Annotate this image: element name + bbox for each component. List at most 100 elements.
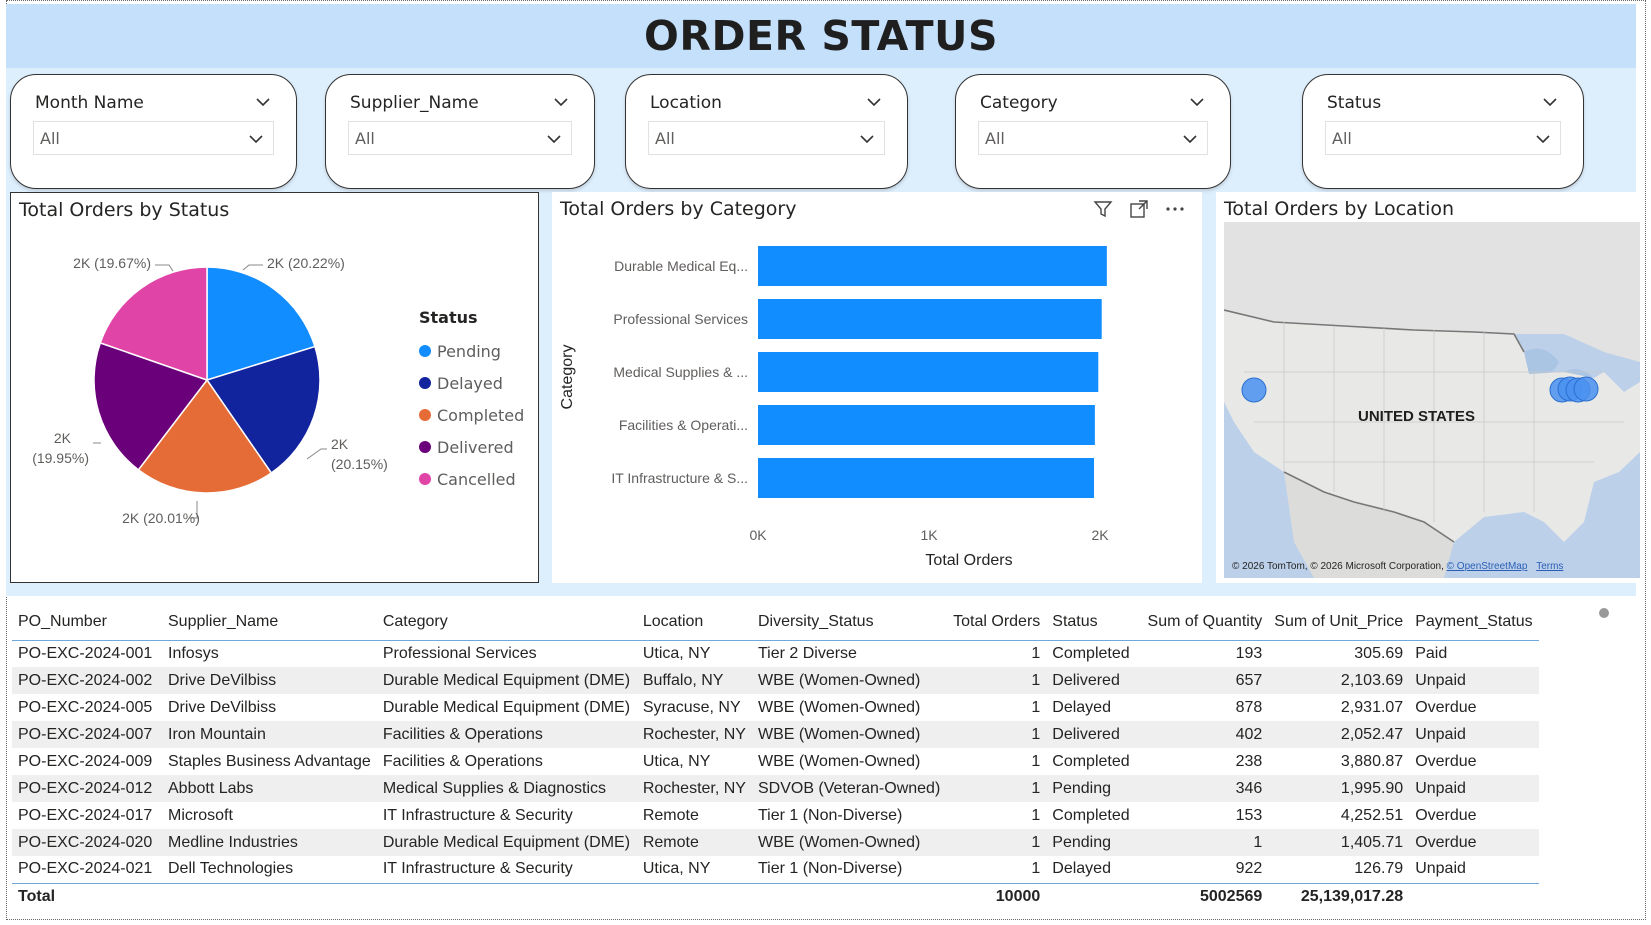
slicer-supplier-name[interactable]: Supplier_Name All <box>325 74 595 189</box>
scrollbar[interactable] <box>1599 608 1609 618</box>
slicer-dropdown[interactable]: All <box>348 121 572 155</box>
table-cell: 1 <box>946 721 1047 748</box>
column-header[interactable]: Sum of Quantity <box>1138 604 1269 641</box>
slicer-title: Category <box>980 93 1058 113</box>
terms-link[interactable]: Terms <box>1536 561 1564 572</box>
legend-item-cancelled[interactable]: Cancelled <box>419 463 524 495</box>
bar[interactable] <box>758 352 1099 392</box>
column-header[interactable]: Payment_Status <box>1409 604 1539 641</box>
column-header[interactable]: Location <box>636 604 752 641</box>
bar[interactable] <box>758 458 1095 498</box>
table-row[interactable]: PO-EXC-2024-020 Medline Industries Durable… <box>12 829 1539 856</box>
column-header[interactable]: Diversity_Status <box>751 604 947 641</box>
filter-icon[interactable] <box>1092 198 1114 220</box>
map-bubble[interactable] <box>1241 377 1267 403</box>
pie-chart-visual[interactable]: Total Orders by Status 2K (20.22%) 2K (20.… <box>10 192 539 583</box>
pie-slice-pending[interactable] <box>206 266 316 382</box>
slicer-value: All <box>655 129 675 148</box>
orders-table-visual[interactable]: PO_Number Supplier_Name Category Location Di… <box>12 604 1617 914</box>
table-cell: 4,252.51 <box>1340 806 1404 824</box>
column-header[interactable]: Supplier_Name <box>162 604 377 641</box>
slicer-category[interactable]: Category All <box>955 74 1231 189</box>
slicer-location[interactable]: Location All <box>625 74 908 189</box>
table-cell: WBE (Women-Owned) <box>751 721 947 748</box>
table-cell: 1,405.71 <box>1268 829 1410 856</box>
table-row[interactable]: PO-EXC-2024-017 Microsoft IT Infrastructur… <box>12 802 1539 829</box>
table-cell: PO-EXC-2024-001 <box>18 644 153 662</box>
total-cell <box>1409 882 1539 911</box>
table-row[interactable]: PO-EXC-2024-001 Infosys Professional Servi… <box>12 640 1539 667</box>
map-title: Total Orders by Location <box>1224 198 1455 220</box>
column-header[interactable]: Category <box>376 604 637 641</box>
column-header[interactable]: PO_Number <box>12 604 162 641</box>
legend-label: Delayed <box>437 373 503 393</box>
pie-chart: 2K (20.22%) 2K (20.15%) 2K (20.01%) 2K (19.95… <box>32 255 388 526</box>
column-header[interactable]: Status <box>1046 604 1139 641</box>
chevron-down-icon[interactable] <box>1188 93 1206 111</box>
slicer-dropdown[interactable]: All <box>33 121 274 155</box>
chevron-down-icon <box>1183 135 1197 144</box>
column-header[interactable]: Total Orders <box>946 604 1047 641</box>
table-cell: PO-EXC-2024-005 <box>18 698 153 716</box>
chevron-down-icon[interactable] <box>1541 93 1559 111</box>
legend-label: Cancelled <box>437 469 516 489</box>
chevron-down-icon[interactable] <box>865 93 883 111</box>
pie-slice-cancelled[interactable] <box>99 266 208 382</box>
pie-data-label: 2K <box>54 430 72 446</box>
chevron-down-icon[interactable] <box>254 93 272 111</box>
table-cell: 657 <box>1138 667 1269 694</box>
slicer-dropdown[interactable]: All <box>648 121 885 155</box>
table-cell: Utica, NY <box>642 860 711 878</box>
focus-mode-icon[interactable] <box>1128 198 1150 220</box>
table-row[interactable]: PO-EXC-2024-007 Iron Mountain Facilities &… <box>12 721 1539 748</box>
legend-item-completed[interactable]: Completed <box>419 399 524 431</box>
legend-item-delayed[interactable]: Delayed <box>419 367 524 399</box>
table-row[interactable]: PO-EXC-2024-021 Dell Technologies IT Infra… <box>12 856 1539 883</box>
pie-leader-line <box>155 264 174 272</box>
table-cell: 878 <box>1235 698 1263 716</box>
table-row[interactable]: PO-EXC-2024-005 Drive DeVilbiss Durable Me… <box>12 694 1539 721</box>
bar-chart-title: Total Orders by Category <box>560 198 797 220</box>
table-cell: WBE (Women-Owned) <box>757 752 921 770</box>
chevron-down-icon <box>1536 135 1550 144</box>
table-cell: Overdue <box>1409 829 1539 856</box>
table-cell: Unpaid <box>1409 775 1539 802</box>
category-tick-label: Durable Medical Eq... <box>614 258 748 274</box>
total-cell <box>1046 882 1139 911</box>
slicer-dropdown[interactable]: All <box>1325 121 1561 155</box>
table-cell: 3,880.87 <box>1340 752 1404 770</box>
table-cell: Durable Medical Equipment (DME) <box>382 698 631 716</box>
bar[interactable] <box>758 246 1107 286</box>
table-cell: Completed <box>1052 644 1130 662</box>
map-visual[interactable]: Total Orders by Location UNITED STATES <box>1216 192 1640 583</box>
bar-chart-visual[interactable]: Total Orders by Category Durable Medical… <box>552 192 1202 583</box>
slicer-title: Supplier_Name <box>350 93 479 113</box>
map-bubble[interactable] <box>1573 376 1599 402</box>
pie-slice-completed[interactable] <box>137 378 273 494</box>
bar[interactable] <box>758 405 1095 445</box>
pie-data-label: 2K (19.67%) <box>73 255 151 271</box>
more-options-icon[interactable] <box>1164 198 1186 220</box>
x-tick-label: 2K <box>1091 527 1109 543</box>
x-tick-label: 0K <box>749 527 767 543</box>
legend-item-delivered[interactable]: Delivered <box>419 431 524 463</box>
legend-item-pending[interactable]: Pending <box>419 335 524 367</box>
osm-link[interactable]: © OpenStreetMap <box>1446 561 1528 572</box>
slicer-status[interactable]: Status All <box>1302 74 1584 189</box>
table-cell: 2,052.47 <box>1268 721 1410 748</box>
table-cell: Utica, NY <box>642 752 711 770</box>
column-header[interactable]: Sum of Unit_Price <box>1268 604 1410 641</box>
table-row[interactable]: PO-EXC-2024-012 Abbott Labs Medical Suppli… <box>12 775 1539 802</box>
table-row[interactable]: PO-EXC-2024-009 Staples Business Advantag… <box>12 748 1539 775</box>
map-area[interactable]: UNITED STATES © 2026 TomTom, © 2026 Micr… <box>1224 222 1640 578</box>
y-axis-title: Category <box>559 345 576 410</box>
slicer-dropdown[interactable]: All <box>978 121 1208 155</box>
table-cell: 238 <box>1235 752 1263 770</box>
table-cell: Microsoft <box>168 806 233 824</box>
pie-slice-delayed[interactable] <box>205 345 321 474</box>
bar[interactable] <box>758 299 1102 339</box>
slicer-month-name[interactable]: Month Name All <box>10 74 297 189</box>
table-row[interactable]: PO-EXC-2024-002 Drive DeVilbiss Durable Me… <box>12 667 1539 694</box>
chevron-down-icon[interactable] <box>552 93 570 111</box>
pie-slice-delivered[interactable] <box>93 341 209 471</box>
